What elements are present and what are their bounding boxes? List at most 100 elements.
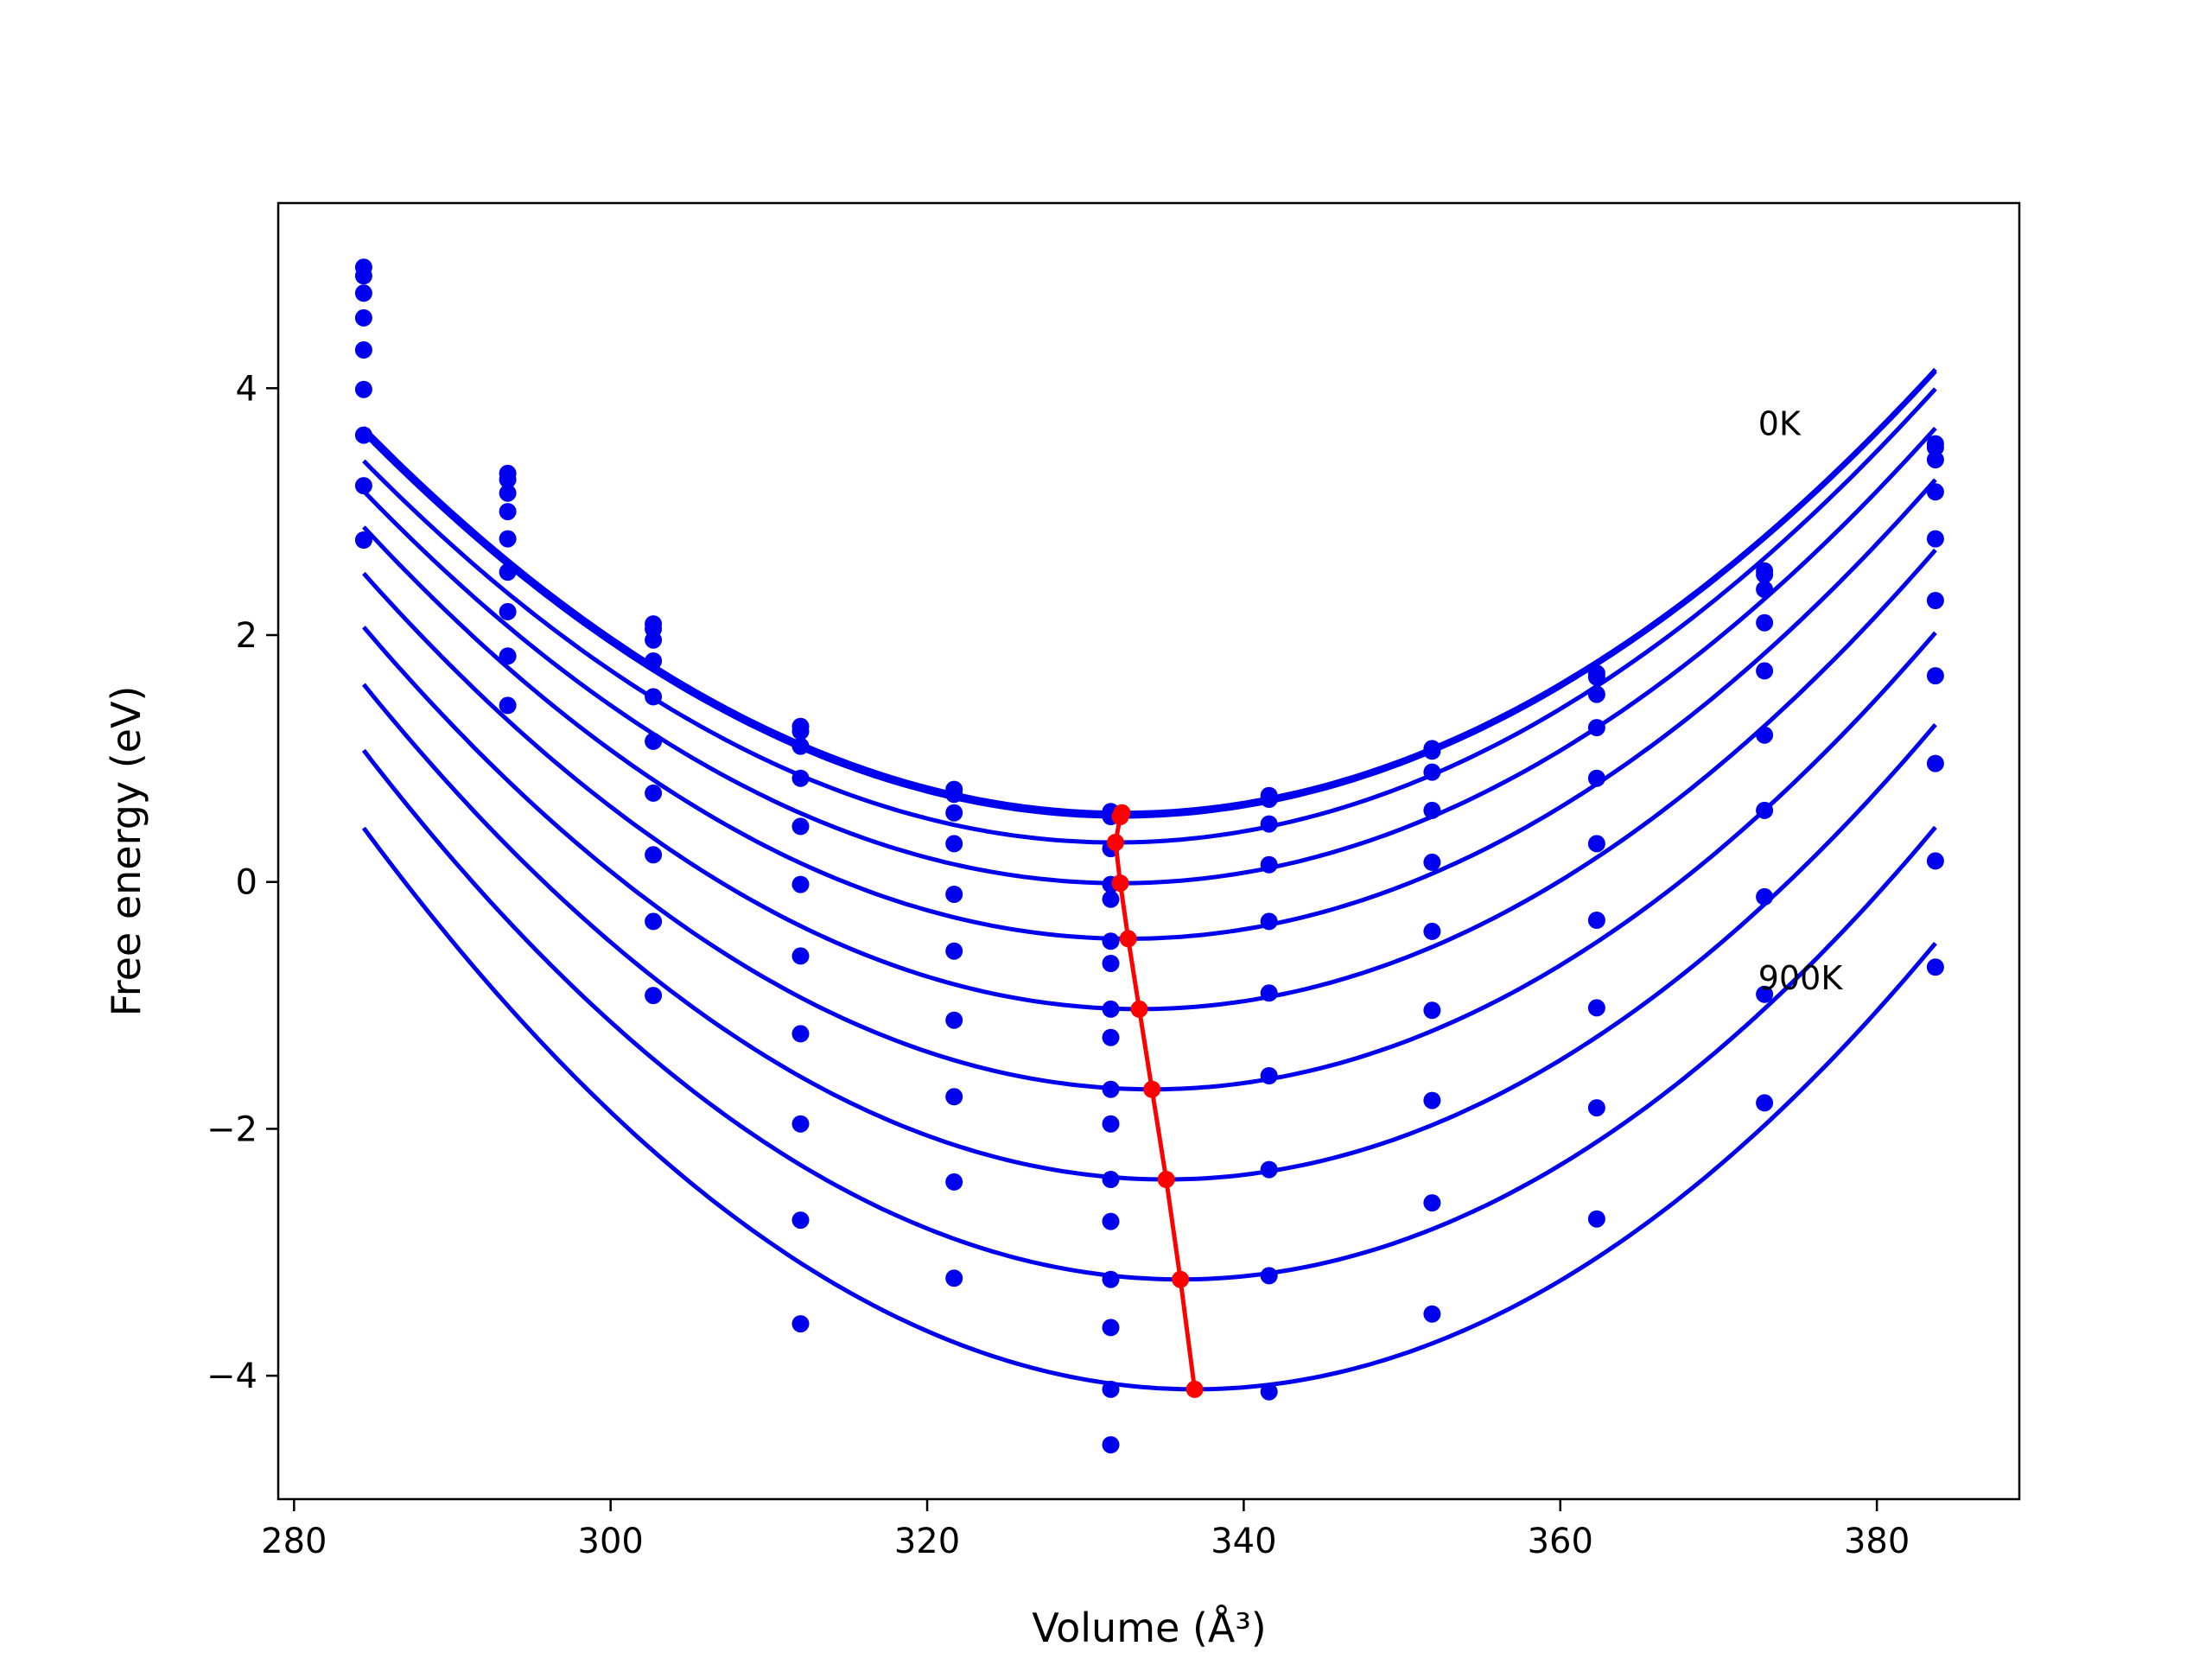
- data-point-8-6: [1260, 1267, 1278, 1285]
- minima-line: [1113, 811, 1198, 1390]
- data-point-9-5: [1102, 1380, 1120, 1398]
- data-point-4-9: [1756, 662, 1774, 680]
- extra-point-1: [1102, 1436, 1120, 1454]
- data-point-8-0: [354, 531, 372, 549]
- data-point-9-6: [1260, 1382, 1278, 1401]
- extra-point-6: [1102, 955, 1120, 972]
- data-point-9-4: [945, 1269, 963, 1287]
- data-point-7-7: [1423, 1091, 1441, 1109]
- data-point-6-10: [1926, 667, 1944, 685]
- data-point-7-5: [1102, 1171, 1120, 1188]
- data-point-3-6: [1260, 855, 1278, 874]
- extra-point-7: [1102, 890, 1120, 908]
- data-point-1-3: [791, 722, 810, 741]
- data-point-5-7: [1423, 922, 1441, 940]
- data-point-2-6: [1260, 815, 1278, 833]
- y-tick-label--4: −4: [207, 1357, 257, 1396]
- data-point-3-2: [645, 652, 663, 670]
- data-point-5-0: [354, 380, 372, 398]
- data-point-1-9: [1756, 566, 1774, 583]
- data-point-1-0: [354, 267, 372, 285]
- data-point-3-10: [1926, 483, 1944, 501]
- minima-point-5: [1130, 1000, 1148, 1018]
- data-point-3-3: [791, 769, 810, 787]
- data-point-6-0: [354, 426, 372, 444]
- plot-frame: [276, 201, 2021, 1501]
- data-point-9-7: [1423, 1305, 1441, 1323]
- data-point-7-10: [1926, 754, 1944, 772]
- data-point-4-0: [354, 341, 372, 359]
- annotation-0: 0K: [1758, 405, 1802, 443]
- extra-point-4: [1102, 1115, 1120, 1133]
- data-point-5-10: [1926, 592, 1944, 609]
- fit-curve-8: [361, 748, 1937, 1282]
- minima-point-1: [1111, 808, 1129, 825]
- data-point-4-4: [945, 886, 963, 903]
- data-point-6-9: [1756, 801, 1774, 819]
- x-tick-label-280: 280: [261, 1522, 327, 1561]
- data-point-7-1: [499, 647, 517, 665]
- data-point-8-2: [645, 912, 663, 931]
- fit-curve-3: [362, 426, 1937, 886]
- data-point-4-8: [1587, 769, 1605, 787]
- data-point-9-9: [1756, 1094, 1774, 1112]
- data-point-5-2: [645, 732, 663, 750]
- data-point-4-6: [1260, 912, 1278, 931]
- data-point-1-8: [1587, 668, 1605, 686]
- data-point-8-3: [791, 1115, 810, 1133]
- data-point-5-5: [1102, 1000, 1120, 1018]
- data-point-2-1: [499, 484, 517, 502]
- data-point-6-7: [1423, 1001, 1441, 1020]
- data-point-4-5: [1102, 932, 1120, 950]
- x-tick-label-380: 380: [1844, 1522, 1910, 1561]
- data-point-7-9: [1756, 887, 1774, 906]
- data-point-2-8: [1587, 685, 1605, 703]
- annotations: 0K 900K: [1758, 405, 1844, 997]
- fit-curves: [361, 367, 1937, 1392]
- data-point-7-3: [791, 1025, 810, 1043]
- data-point-3-7: [1423, 801, 1441, 819]
- data-point-2-0: [354, 284, 372, 302]
- data-point-2-7: [1423, 763, 1441, 781]
- data-point-9-3: [791, 1211, 810, 1230]
- y-tick-label--2: −2: [207, 1109, 257, 1149]
- data-point-6-3: [791, 947, 810, 965]
- data-point-7-6: [1260, 1160, 1278, 1179]
- extra-point-5: [1102, 1028, 1120, 1046]
- data-point-6-4: [945, 1011, 963, 1029]
- plot-area: [278, 203, 2019, 1499]
- data-point-1-7: [1423, 742, 1441, 760]
- minima-point-4: [1119, 930, 1137, 948]
- y-tick-label-0: 0: [236, 863, 257, 903]
- data-point-3-9: [1756, 613, 1774, 632]
- data-point-7-4: [945, 1088, 963, 1106]
- fit-curve-2: [362, 387, 1937, 845]
- extra-point-2: [1102, 1319, 1120, 1337]
- data-point-2-4: [945, 804, 963, 822]
- data-point-5-4: [945, 942, 963, 960]
- minima-line-group: [1107, 804, 1204, 1398]
- data-point-3-0: [354, 308, 372, 327]
- data-point-3-4: [945, 835, 963, 853]
- fit-curve-5: [362, 548, 1937, 1012]
- data-point-4-7: [1423, 853, 1441, 871]
- data-point-8-1: [499, 696, 517, 715]
- data-point-2-10: [1926, 451, 1944, 469]
- x-tick-label-320: 320: [894, 1522, 960, 1561]
- fit-curve-9: [361, 826, 1937, 1392]
- x-tick-label-300: 300: [578, 1522, 644, 1561]
- data-point-5-9: [1756, 726, 1774, 744]
- data-point-6-1: [499, 602, 517, 620]
- data-point-4-2: [645, 688, 663, 706]
- y-tick-label-2: 2: [236, 616, 257, 656]
- x-axis-ticks: 280 300 320 340 360 380: [261, 1499, 1910, 1561]
- data-point-7-8: [1587, 999, 1605, 1017]
- data-point-8-7: [1423, 1194, 1441, 1212]
- data-point-5-6: [1260, 984, 1278, 1002]
- minima-point-6: [1143, 1080, 1161, 1098]
- x-tick-label-360: 360: [1528, 1522, 1593, 1561]
- y-axis-ticks: −4 −2 0 2 4: [207, 369, 278, 1396]
- data-point-2-2: [645, 631, 663, 649]
- data-point-2-9: [1756, 581, 1774, 599]
- data-point-4-10: [1926, 530, 1944, 548]
